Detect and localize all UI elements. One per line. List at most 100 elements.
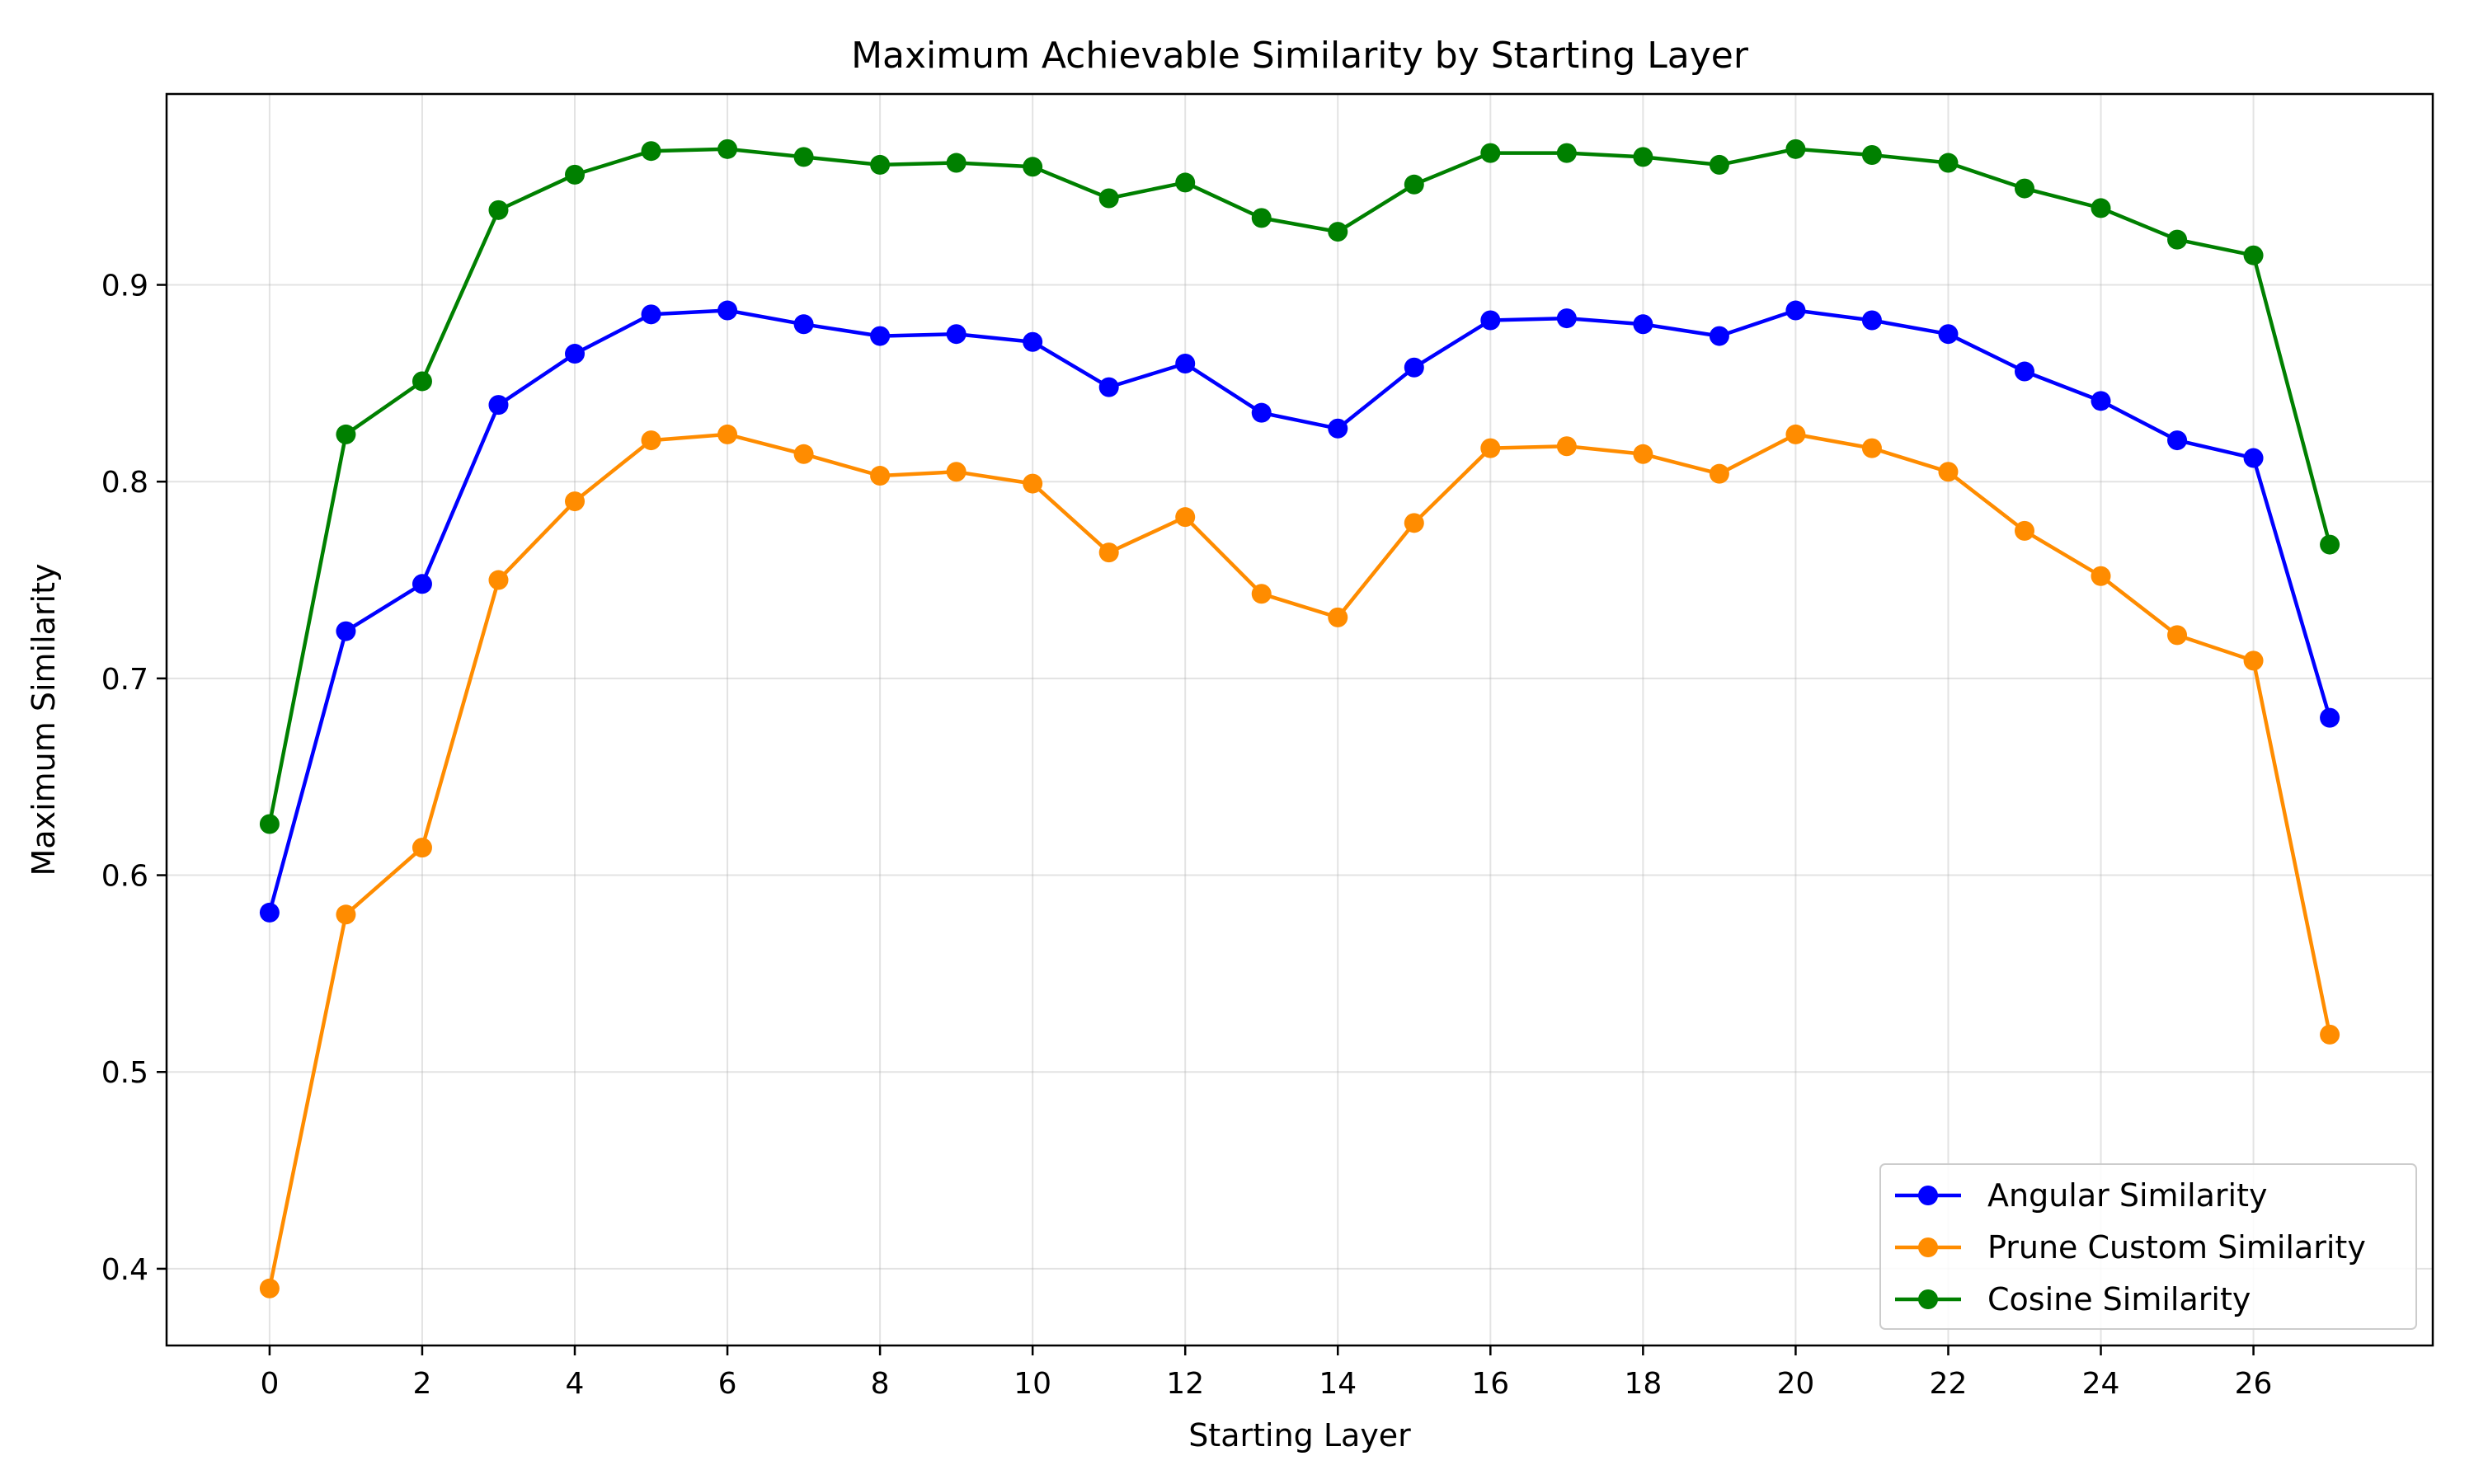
data-point (1709, 154, 1729, 175)
data-point (1328, 222, 1348, 242)
data-point (1938, 324, 1959, 345)
data-point (1251, 208, 1272, 228)
data-point (259, 814, 280, 834)
data-point (1023, 331, 1043, 352)
x-tick-label: 18 (1624, 1367, 1662, 1401)
data-point (565, 164, 586, 185)
data-point (641, 430, 661, 451)
data-point (1175, 172, 1196, 193)
legend-label: Angular Similarity (1987, 1177, 2268, 1214)
x-tick-label: 0 (260, 1367, 279, 1401)
data-point (1251, 584, 1272, 604)
data-point (1175, 507, 1196, 528)
data-point (1404, 357, 1424, 378)
data-point (2167, 625, 2188, 646)
data-point (259, 902, 280, 923)
data-point (336, 621, 356, 641)
y-tick-label: 0.7 (101, 663, 148, 697)
data-point (259, 1278, 280, 1298)
data-point (1023, 157, 1043, 177)
data-point (2320, 534, 2340, 555)
data-point (870, 154, 891, 175)
y-tick-label: 0.8 (101, 466, 148, 500)
data-point (1098, 542, 1119, 563)
x-axis-label: Starting Layer (1188, 1417, 1411, 1453)
series-2 (259, 139, 2340, 834)
tick-layer: 0 2 4 6 8 10 12 14 16 18 20 22 24 260.40.50.60.70.80.… (101, 270, 2273, 1401)
data-point (336, 904, 356, 925)
data-point (1709, 326, 1729, 346)
data-point (1175, 353, 1196, 373)
data-point (336, 424, 356, 444)
chart-title: Maximum Achievable Similarity by Startin… (851, 35, 1749, 77)
x-tick-label: 24 (2082, 1367, 2120, 1401)
data-point (1023, 473, 1043, 494)
data-point (641, 141, 661, 162)
data-point (412, 371, 432, 392)
legend-box (1879, 1163, 2417, 1330)
data-point (2014, 520, 2034, 541)
data-point (870, 326, 891, 346)
x-tick-label: 8 (871, 1367, 890, 1401)
data-point (2243, 650, 2264, 671)
data-point (1861, 310, 1882, 331)
data-point (1938, 153, 1959, 173)
x-tick-label: 14 (1319, 1367, 1357, 1401)
data-point (412, 574, 432, 594)
data-point (717, 424, 738, 444)
data-point (1556, 143, 1577, 163)
data-point (1633, 147, 1653, 167)
data-point (1709, 463, 1729, 484)
data-point (2014, 361, 2034, 382)
data-point (1556, 436, 1577, 457)
data-point (565, 344, 586, 364)
data-point (2243, 245, 2264, 265)
legend-item: Cosine Similarity (1895, 1281, 2251, 1317)
data-point (2091, 198, 2111, 218)
data-point (1404, 513, 1424, 533)
grid (167, 94, 2433, 1345)
data-point (1251, 402, 1272, 423)
data-point (946, 324, 967, 345)
x-tick-label: 2 (413, 1367, 432, 1401)
y-tick-label: 0.9 (101, 270, 148, 303)
data-point (946, 462, 967, 482)
data-point (1938, 462, 1959, 482)
legend-label: Cosine Similarity (1987, 1281, 2251, 1317)
data-point (1785, 424, 1806, 444)
series-line (267, 147, 2332, 824)
data-point (1098, 377, 1119, 397)
data-point (870, 466, 891, 486)
series-layer (259, 139, 2340, 1298)
series-1 (259, 424, 2340, 1298)
x-tick-label: 26 (2235, 1367, 2273, 1401)
x-tick-label: 12 (1166, 1367, 1204, 1401)
data-point (488, 570, 509, 590)
data-point (2243, 448, 2264, 468)
series-line (267, 432, 2332, 1289)
data-point (2091, 566, 2111, 586)
data-point (1480, 143, 1501, 163)
data-point (946, 153, 967, 173)
legend-item: Angular Similarity (1895, 1177, 2268, 1214)
x-tick-label: 6 (718, 1367, 737, 1401)
y-tick-label: 0.6 (101, 860, 148, 894)
x-tick-label: 4 (566, 1367, 585, 1401)
data-point (1785, 139, 1806, 159)
data-point (793, 444, 814, 464)
legend-label: Prune Custom Similarity (1987, 1229, 2366, 1266)
legend-swatch-marker (1918, 1289, 1938, 1309)
data-point (793, 147, 814, 167)
data-point (2320, 1024, 2340, 1045)
data-point (1328, 607, 1348, 627)
data-point (412, 838, 432, 858)
data-point (1785, 300, 1806, 321)
data-point (1556, 308, 1577, 329)
data-point (488, 395, 509, 416)
data-point (1633, 314, 1653, 335)
data-point (1480, 438, 1501, 458)
x-tick-label: 16 (1471, 1367, 1509, 1401)
data-point (717, 139, 738, 159)
data-point (1480, 310, 1501, 331)
